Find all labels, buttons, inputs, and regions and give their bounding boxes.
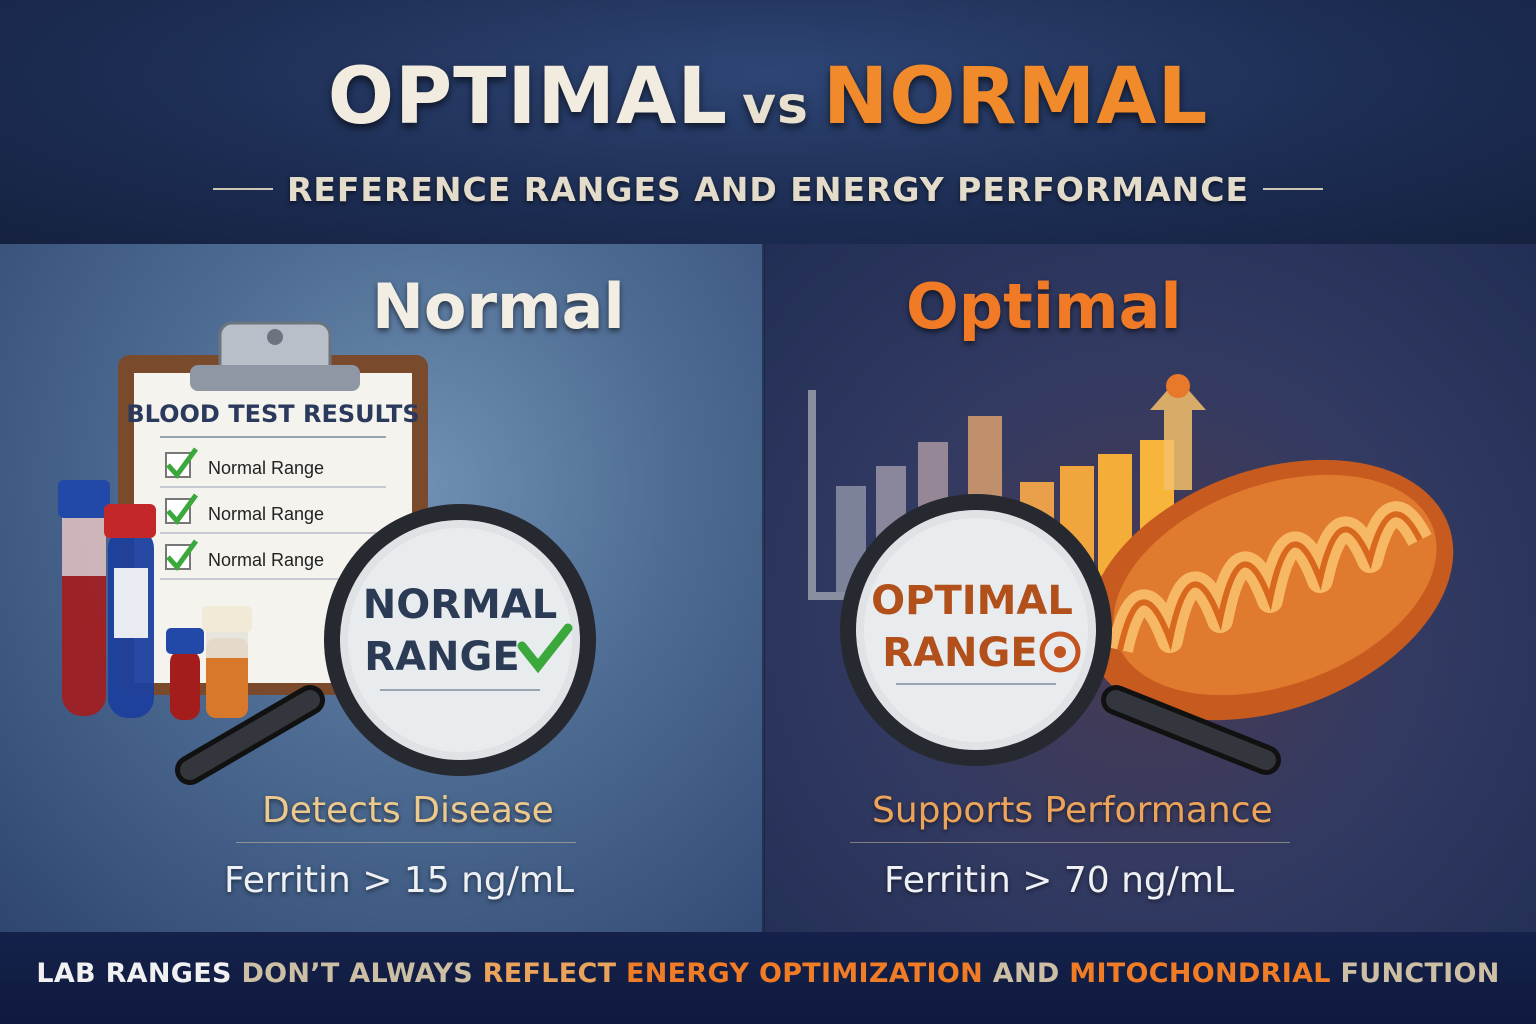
normal-caption: Detects Disease [262, 790, 554, 831]
mitochondrion-illustration [1086, 459, 1454, 721]
footer-part-7: FUNCTION [1340, 958, 1500, 989]
panel-divider [762, 244, 765, 932]
page-title: OPTIMAL vs NORMAL [0, 52, 1536, 142]
footer-part-2: DON’T ALWAYS [241, 958, 473, 989]
check-icon [517, 623, 573, 674]
footer-part-3: REFLECT [482, 958, 617, 989]
optimal-ferritin: Ferritin > 70 ng/mL [884, 860, 1235, 901]
normal-magnifier: NORMAL RANGE [175, 504, 596, 785]
list-item: Normal Range [160, 447, 386, 488]
list-item-label: Normal Range [208, 550, 324, 570]
normal-magnifier-line1: NORMAL [363, 582, 558, 628]
arrow-up-icon [1150, 378, 1206, 490]
optimal-caption: Supports Performance [872, 790, 1273, 831]
optimal-magnifier-line1: OPTIMAL [871, 578, 1073, 624]
check-icon [166, 493, 199, 525]
page-subtitle: REFERENCE RANGES AND ENERGY PERFORMANCE [286, 169, 1250, 209]
subtitle-rule-left [212, 188, 273, 190]
optimal-magnifier: OPTIMAL RANGE [840, 494, 1281, 775]
list-item-label: Normal Range [208, 504, 324, 524]
optimal-heading: Optimal [906, 270, 1182, 343]
caption-divider-right [850, 842, 1290, 843]
list-item-label: Normal Range [208, 458, 324, 478]
footer-part-5: AND [992, 958, 1060, 989]
test-tubes-illustration [58, 480, 252, 720]
title-vs: vs [742, 76, 809, 136]
footer-message: LAB RANGES DON’T ALWAYS REFLECT ENERGY O… [0, 958, 1536, 989]
caption-divider-left [236, 842, 576, 843]
subtitle-row: REFERENCE RANGES AND ENERGY PERFORMANCE [160, 165, 1376, 213]
clipboard-title: BLOOD TEST RESULTS [126, 400, 419, 428]
footer-part-4: ENERGY OPTIMIZATION [626, 958, 984, 989]
title-optimal: OPTIMAL [327, 52, 729, 142]
footer-part-6: MITOCHONDRIAL [1069, 958, 1331, 989]
check-icon [166, 539, 199, 571]
header [0, 0, 1536, 244]
normal-magnifier-line2: RANGE [364, 634, 519, 680]
check-icon [166, 447, 199, 479]
title-normal: NORMAL [822, 52, 1209, 142]
subtitle-rule-right [1263, 188, 1324, 190]
normal-heading: Normal [372, 270, 625, 343]
list-item: Normal Range [160, 493, 386, 534]
optimal-magnifier-line2: RANGE [882, 630, 1037, 676]
footer-part-1: LAB RANGES [36, 958, 232, 989]
list-item: Normal Range [160, 539, 386, 580]
normal-ferritin: Ferritin > 15 ng/mL [224, 860, 575, 901]
footer-banner [0, 932, 1536, 1024]
target-icon [1039, 631, 1081, 673]
